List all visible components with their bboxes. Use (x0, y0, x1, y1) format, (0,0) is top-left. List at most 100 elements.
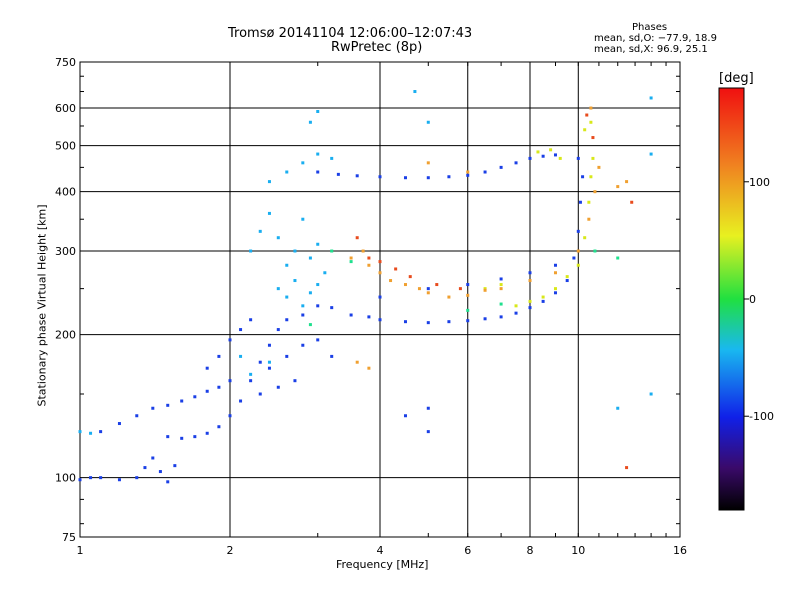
data-point (330, 354, 334, 358)
data-point (576, 229, 580, 233)
data-point (499, 287, 503, 291)
data-point (285, 318, 289, 322)
data-point (483, 170, 487, 174)
y-tick-label: 200 (55, 329, 76, 342)
stats-line-o: mean, sd,O: −77.9, 18.9 (594, 33, 717, 44)
data-point (408, 275, 412, 279)
data-point (536, 150, 540, 154)
data-point (514, 161, 518, 165)
data-point (553, 263, 557, 267)
data-point (378, 295, 382, 299)
y-tick-label: 500 (55, 140, 76, 153)
data-point (553, 291, 557, 295)
data-point (587, 200, 591, 204)
data-point (316, 152, 320, 156)
data-point (249, 372, 253, 376)
y-tick-label: 75 (62, 531, 76, 544)
data-point (541, 154, 545, 158)
data-point (99, 430, 103, 434)
data-point (355, 360, 359, 364)
data-point (466, 308, 470, 312)
x-tick-label: 4 (377, 544, 384, 557)
data-point (558, 156, 562, 160)
data-point (276, 328, 280, 332)
data-point (553, 271, 557, 275)
data-point (349, 313, 353, 317)
data-point (267, 180, 271, 184)
data-point (616, 185, 620, 189)
data-point (578, 200, 582, 204)
data-point (553, 287, 557, 291)
data-point (308, 256, 312, 260)
data-point (378, 175, 382, 179)
data-point (301, 161, 305, 165)
y-tick-label: 100 (55, 472, 76, 485)
data-point (316, 109, 320, 113)
data-point (541, 299, 545, 303)
data-point (514, 311, 518, 315)
data-point (205, 431, 209, 435)
data-point (528, 279, 532, 283)
data-point (499, 277, 503, 281)
data-point (625, 180, 629, 184)
data-point (173, 464, 177, 468)
data-point (117, 422, 121, 426)
data-point (593, 190, 597, 194)
data-point (403, 320, 407, 324)
data-point (426, 321, 430, 325)
data-point (499, 302, 503, 306)
data-point (630, 200, 634, 204)
data-point (565, 275, 569, 279)
data-point (135, 476, 139, 480)
data-point (483, 288, 487, 292)
data-point (378, 260, 382, 264)
x-tick-label: 8 (527, 544, 534, 557)
data-point (361, 249, 365, 253)
data-point (166, 403, 170, 407)
data-point (330, 249, 334, 253)
data-point (589, 106, 593, 110)
data-point (217, 385, 221, 389)
data-point (249, 249, 253, 253)
data-point (583, 128, 587, 132)
data-point (330, 156, 334, 160)
data-point (217, 425, 221, 429)
data-point (301, 343, 305, 347)
data-point (466, 283, 470, 287)
colorbar-tick-label: -100 (749, 410, 774, 423)
data-point (166, 480, 170, 484)
data-point (349, 260, 353, 264)
data-point (389, 279, 393, 283)
data-point (249, 318, 253, 322)
data-point (193, 435, 197, 439)
data-point (267, 211, 271, 215)
data-point (426, 176, 430, 180)
x-tick-label: 6 (464, 544, 471, 557)
data-point (258, 229, 262, 233)
data-point (576, 156, 580, 160)
data-point (228, 338, 232, 342)
data-point (205, 366, 209, 370)
data-point (435, 283, 439, 287)
data-point (239, 354, 243, 358)
data-point (166, 435, 170, 439)
data-point (228, 414, 232, 418)
data-point (249, 379, 253, 383)
data-point (458, 287, 462, 291)
data-point (367, 366, 371, 370)
y-axis-label: Stationary phase Virtual Height [km] (35, 204, 49, 407)
data-point (367, 256, 371, 260)
data-point (301, 313, 305, 317)
data-point (276, 287, 280, 291)
data-point (316, 242, 320, 246)
data-point (528, 306, 532, 310)
data-point (541, 295, 545, 299)
data-point (499, 315, 503, 319)
data-point (180, 436, 184, 440)
data-point (394, 267, 398, 271)
data-point (239, 399, 243, 403)
data-point (301, 217, 305, 221)
data-point (285, 170, 289, 174)
data-point (135, 414, 139, 418)
data-point (576, 263, 580, 267)
